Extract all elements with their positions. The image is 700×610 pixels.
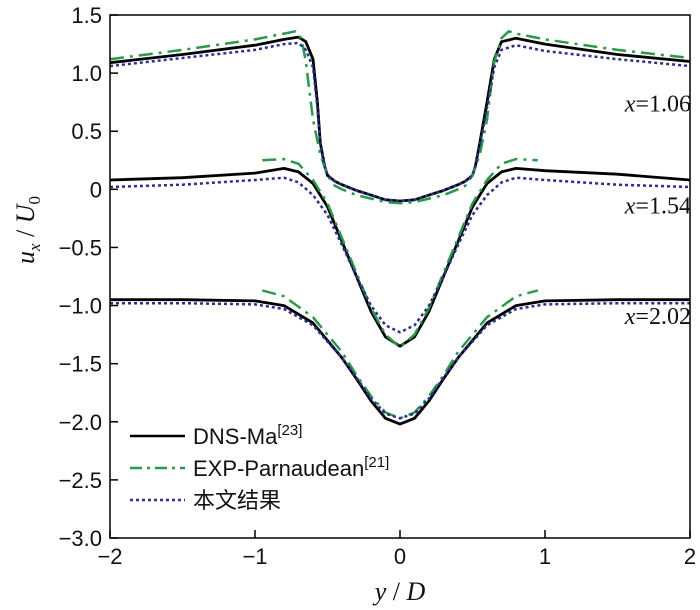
y-tick-label: 1.5 bbox=[71, 3, 102, 28]
series-line-dotted-202 bbox=[110, 301, 690, 420]
y-tick-label: −2.0 bbox=[59, 410, 102, 435]
y-tick-label: −0.5 bbox=[59, 235, 102, 260]
profile-location-label: x=1.54 bbox=[624, 194, 691, 220]
y-tick-label: −1.5 bbox=[59, 352, 102, 377]
x-tick-label: 2 bbox=[684, 544, 696, 569]
annotations-layer: x=1.06 x=1.54 x=2.02 bbox=[624, 91, 691, 330]
profile-location-label: x=1.06 bbox=[624, 91, 691, 117]
y-tick-label: −2.5 bbox=[59, 468, 102, 493]
legend-label-present: 本文结果 bbox=[193, 488, 281, 513]
series-line-dashdot-106 bbox=[109, 30, 691, 205]
series-line-dotted-154 bbox=[109, 176, 691, 334]
y-tick-label: −1.0 bbox=[59, 294, 102, 319]
y-tick-label: 0.5 bbox=[71, 119, 102, 144]
ticks-layer: −2 −1 0 1 2 1.5 1.0 0.5 0 −0.5 −1.0 −1.5 −2.0 −2.5 −3.… bbox=[59, 3, 697, 569]
series-line-solid-154 bbox=[109, 166, 691, 348]
x-tick-label: 1 bbox=[539, 544, 551, 569]
x-tick-label: −2 bbox=[97, 544, 122, 569]
series-layer bbox=[109, 30, 691, 426]
legend-label-exp: EXP-Parnaudean[21] bbox=[193, 454, 389, 481]
x-tick-label: −1 bbox=[242, 544, 267, 569]
series-line-dashdot-154 bbox=[262, 157, 538, 349]
y-tick-label: −3.0 bbox=[59, 526, 102, 551]
legend-label-dns: DNS-Ma[23] bbox=[193, 422, 302, 449]
series-line-solid-202 bbox=[110, 298, 690, 426]
series-line-dashdot-202 bbox=[261, 289, 539, 420]
y-axis-label: ux / U0 bbox=[11, 196, 44, 264]
legend: DNS-Ma[23] EXP-Parnaudean[21] 本文结果 bbox=[130, 422, 389, 513]
x-axis-label: y / D bbox=[372, 577, 426, 606]
x-tick-label: 0 bbox=[394, 544, 406, 569]
profile-location-label: x=2.02 bbox=[624, 304, 691, 330]
series-line-dotted-106 bbox=[109, 41, 691, 203]
y-tick-label: 1.0 bbox=[71, 61, 102, 86]
y-tick-label: 0 bbox=[90, 177, 102, 202]
